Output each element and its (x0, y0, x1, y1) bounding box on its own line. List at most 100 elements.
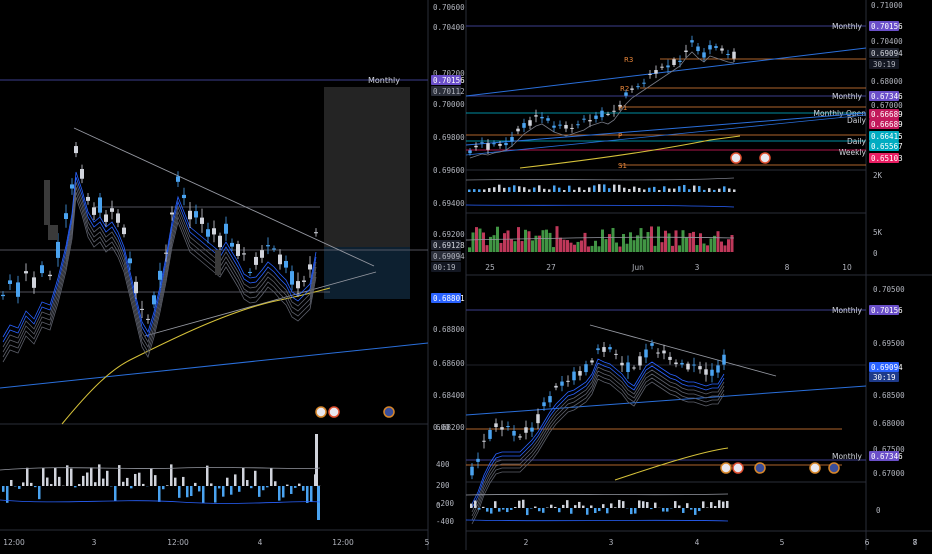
candle-body (24, 271, 28, 273)
osc-bar (722, 502, 725, 508)
br-event-icon-1[interactable] (721, 463, 731, 473)
candle-body (614, 354, 618, 355)
br-event-icon-4[interactable] (810, 463, 820, 473)
vol-bar (559, 238, 562, 252)
osc-bar (666, 508, 669, 512)
vol-bar (640, 228, 643, 252)
osc-bar (622, 501, 625, 508)
candle-body (618, 105, 622, 107)
osc-bar (654, 503, 657, 508)
vol-bar (629, 232, 632, 252)
axis-tick-label: 0.70400 (433, 23, 465, 32)
osc-bar (586, 508, 589, 515)
vol-bar (696, 245, 699, 252)
us-flag-event-icon-2[interactable] (329, 407, 339, 417)
candle-body (672, 59, 676, 65)
time-tick-label: Jun (631, 263, 644, 272)
br-event-icon-5[interactable] (829, 463, 839, 473)
osc-bar (514, 507, 517, 508)
vol-bar (517, 227, 520, 252)
position-box-lower[interactable] (324, 247, 410, 299)
osc-bar (558, 508, 561, 512)
osc-bar (218, 486, 221, 488)
vol-bar (678, 245, 681, 252)
osc-bar (70, 469, 73, 486)
axis-tick-label: 0.69800 (433, 133, 465, 142)
monthly-level-label: Monthly (368, 76, 400, 85)
osc-bar (490, 508, 493, 514)
candle-body (662, 351, 666, 354)
vol-bar (713, 190, 716, 192)
long-term-trendline[interactable] (0, 343, 428, 388)
vol-bar (508, 187, 511, 192)
time-tick-label: 3 (92, 538, 97, 547)
candle-body (714, 46, 718, 48)
vol-bar (601, 230, 604, 252)
vol-bar (528, 231, 531, 252)
tr-volume-2 (466, 226, 734, 252)
candle-body (474, 146, 478, 147)
osc-bar (186, 486, 189, 497)
vol-bar (473, 189, 476, 192)
br-event-icon-3[interactable] (755, 463, 765, 473)
candle-body (254, 257, 258, 265)
top-right-chart-panel[interactable]: Monthly R3 R2 Monthly R1 Monthly Open Da… (466, 0, 932, 275)
vol-bar (693, 186, 696, 192)
osc-bar (530, 508, 533, 509)
osc-bar (38, 486, 41, 499)
vol-bar (723, 186, 726, 192)
vol-bar (535, 236, 538, 252)
us-flag-event-icon[interactable] (316, 407, 326, 417)
vol-bar (553, 185, 556, 192)
osc-bar (150, 469, 153, 486)
bottom-right-chart-panel[interactable]: Monthly Monthly (466, 275, 932, 550)
candle-body (686, 364, 690, 370)
tr-daily2-label: Daily (847, 137, 867, 146)
event-icons[interactable] (316, 407, 394, 417)
vol-bar (710, 239, 713, 252)
osc-bar (178, 486, 181, 498)
tr-event-icon-2[interactable] (760, 153, 770, 163)
osc-bar (50, 484, 53, 486)
osc-bar (266, 486, 269, 487)
candle-body (1, 295, 5, 296)
candle-body (674, 363, 678, 365)
candle-body (536, 414, 540, 423)
top-right-candles (468, 36, 736, 158)
osc-bar (54, 468, 57, 486)
tr-event-icon[interactable] (731, 153, 741, 163)
candle-body (708, 45, 712, 49)
br-event-icon-2[interactable] (733, 463, 743, 473)
axis-tick-label: 400 (436, 460, 450, 469)
osc-bar (618, 500, 621, 508)
br-osc-axis-zero: 0 (876, 506, 881, 515)
axis-tick-label: 0.68000 (871, 77, 903, 86)
position-box-upper[interactable] (324, 87, 410, 247)
left-chart-panel[interactable]: Monthly (0, 0, 428, 550)
osc-bar (194, 483, 197, 486)
candle-body (548, 396, 552, 402)
vol-bar (543, 189, 546, 192)
candle-body (296, 281, 300, 288)
vol-bar (588, 187, 591, 192)
axis-tick-label: 0.69400 (433, 199, 465, 208)
candle-body (612, 111, 616, 112)
vol-bar (594, 241, 597, 252)
candle-body (720, 48, 724, 50)
osc-bar (542, 508, 545, 513)
tr-monthly-open-price: 0.66689 (871, 110, 903, 119)
vol-bar (566, 240, 569, 252)
candle-body (516, 129, 520, 132)
osc-bar (250, 486, 253, 488)
vol-bar (493, 187, 496, 192)
osc-bar (182, 477, 185, 486)
vol-bar (664, 231, 667, 252)
osc-bar (166, 485, 169, 486)
vol-bar (503, 188, 506, 192)
vol-bar (468, 190, 471, 192)
eu-flag-event-icon[interactable] (384, 407, 394, 417)
vol-bar (542, 230, 545, 252)
osc-bar (126, 478, 129, 486)
vol-bar (468, 247, 471, 252)
vol-bar (683, 185, 686, 192)
